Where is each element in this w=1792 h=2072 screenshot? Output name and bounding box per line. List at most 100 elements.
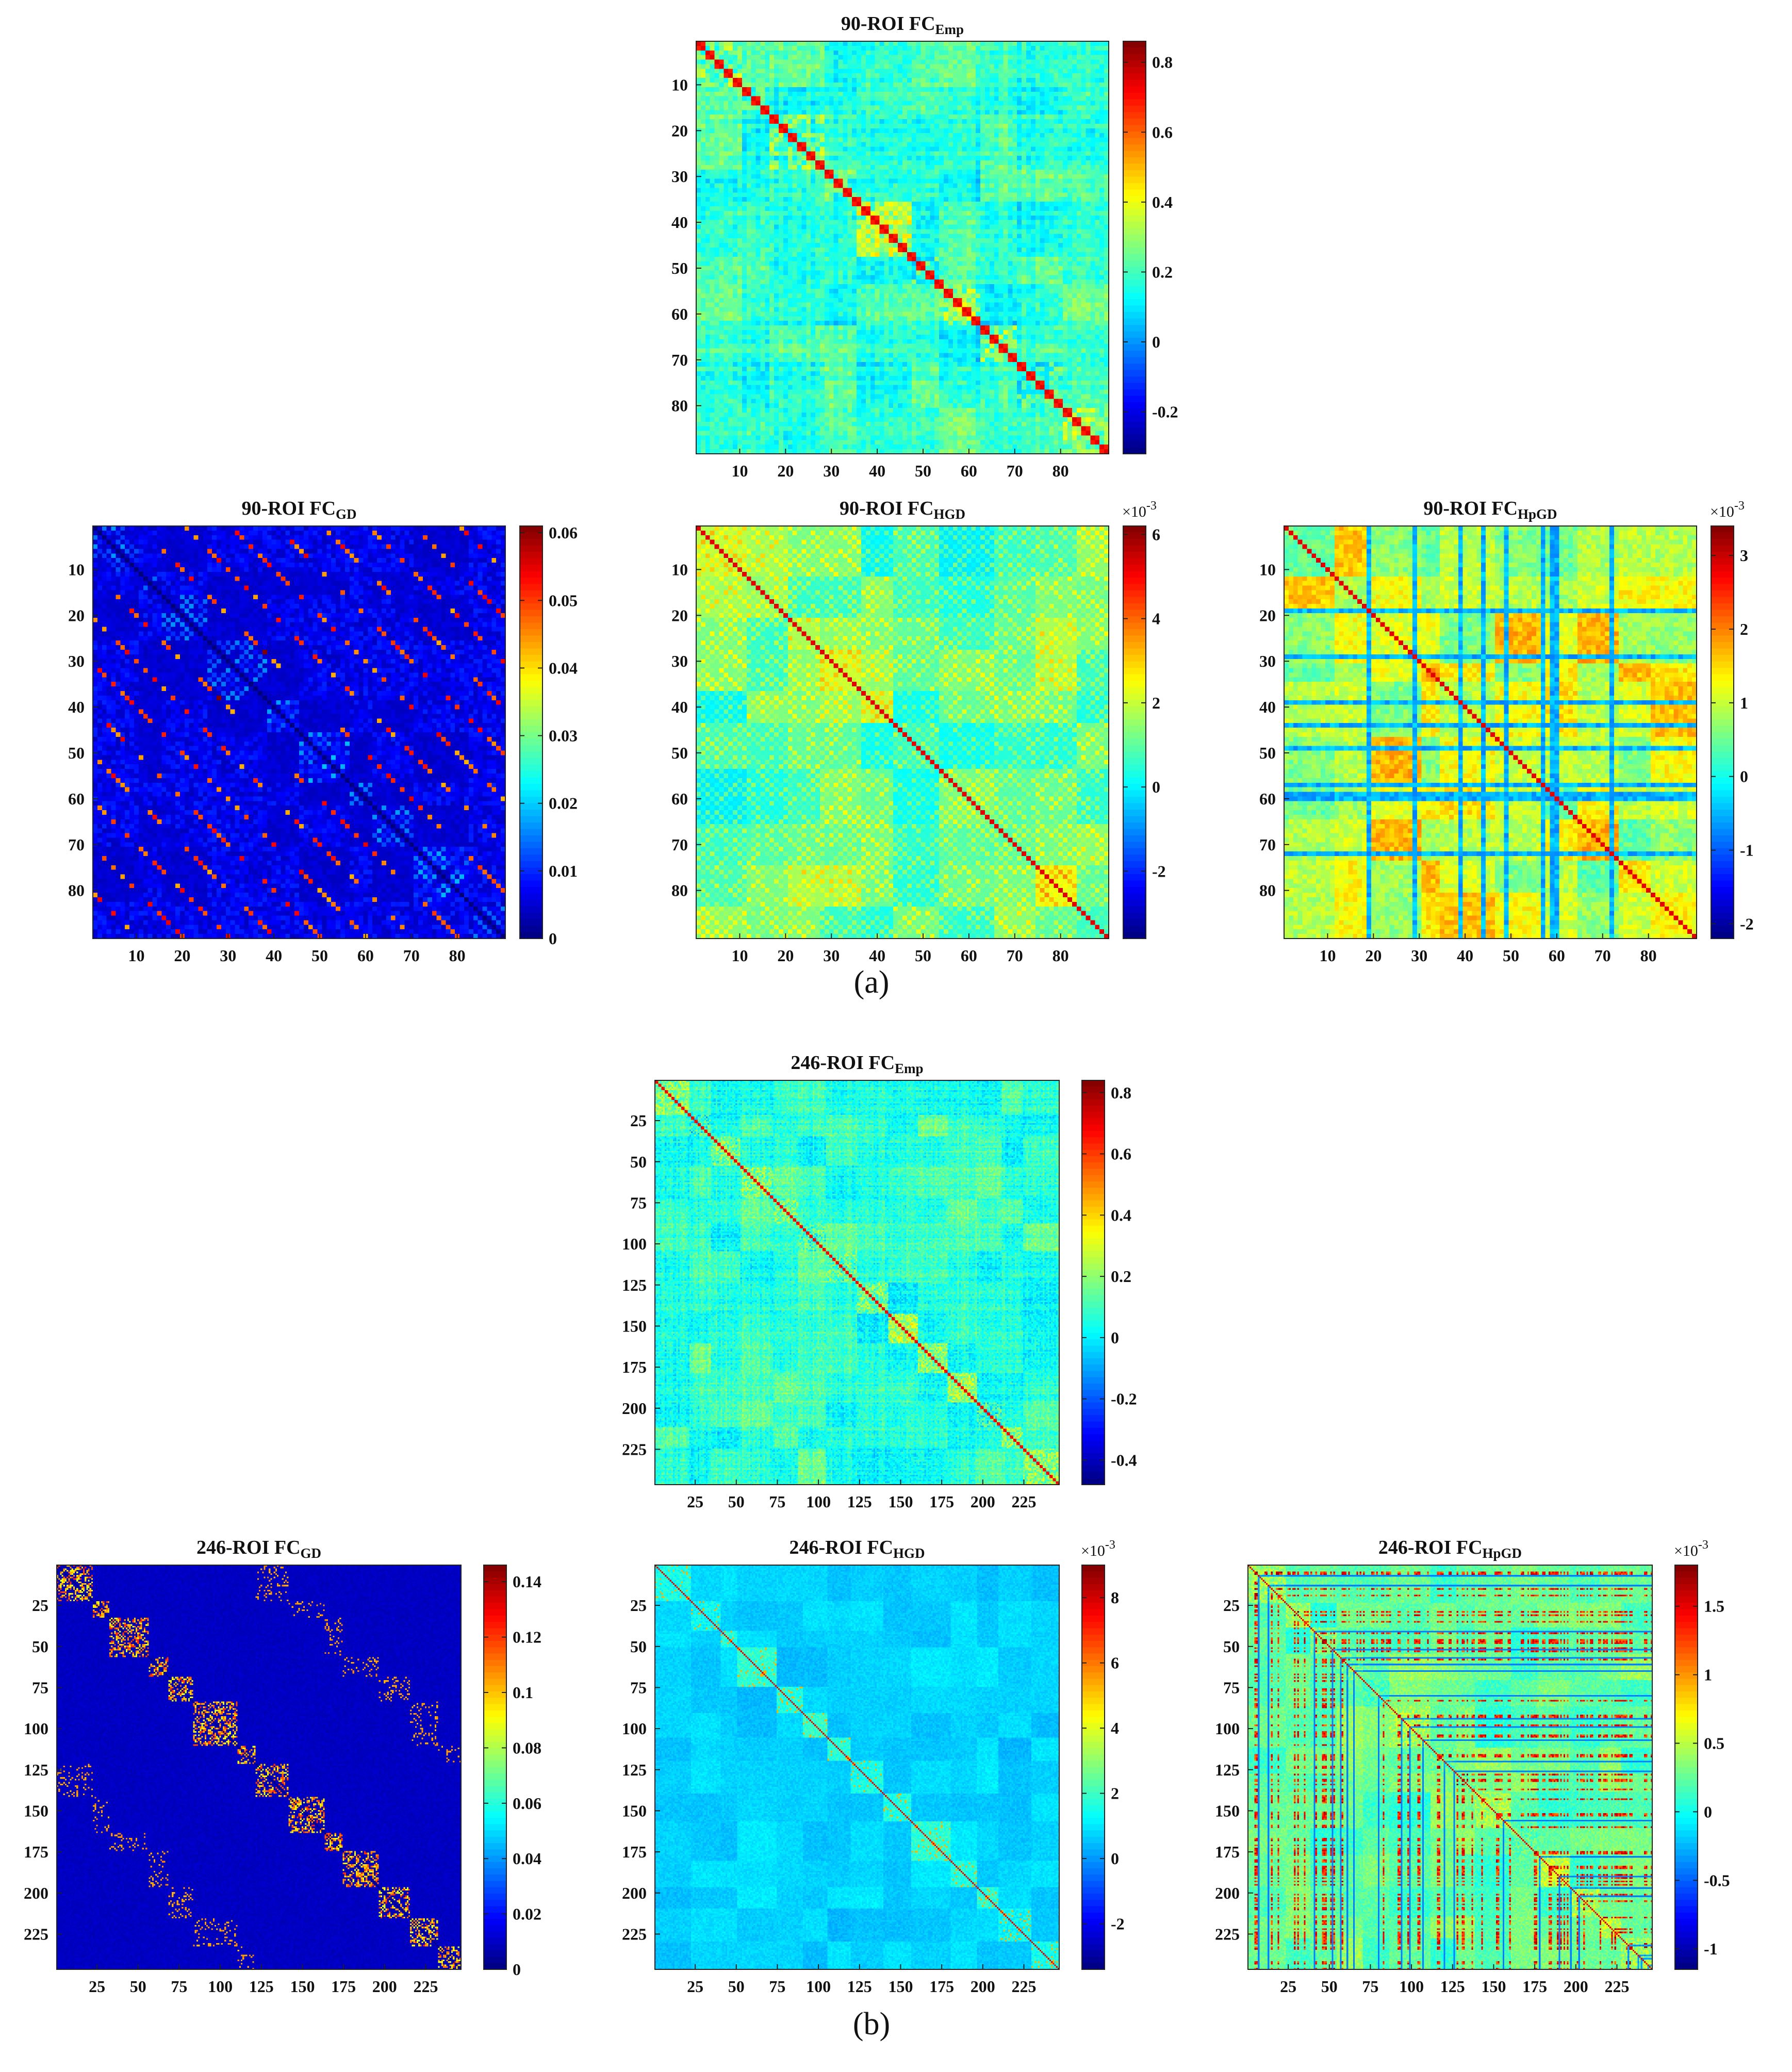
- colorbar-step: [1082, 1213, 1105, 1220]
- colorbar-step: [520, 558, 542, 565]
- colorbar-step: [1123, 771, 1146, 778]
- colorbar-step: [1082, 1270, 1105, 1277]
- colorbar-step: [520, 880, 542, 887]
- x-tick-label: 150: [888, 1492, 913, 1511]
- y-tick-label: 50: [1223, 1637, 1240, 1656]
- y-tick-label: 75: [630, 1678, 647, 1697]
- colorbar-step: [1675, 1799, 1698, 1806]
- colorbar-step: [1082, 1767, 1105, 1774]
- colorbar-step: [1675, 1622, 1698, 1629]
- colorbar-tick-label: 6: [1111, 1654, 1119, 1672]
- colorbar-step: [1082, 1326, 1105, 1334]
- colorbar-step: [1082, 1830, 1105, 1837]
- colorbar-step: [1711, 771, 1734, 778]
- colorbar-step: [1123, 260, 1146, 268]
- colorbar-step: [484, 1748, 506, 1755]
- colorbar-step: [1675, 1855, 1698, 1863]
- colorbar-step: [1123, 176, 1146, 184]
- colorbar-step: [1123, 93, 1146, 100]
- colorbar-step: [1082, 1453, 1105, 1460]
- colorbar-step: [484, 1919, 506, 1926]
- colorbar-tick-label: 0.03: [549, 727, 578, 745]
- colorbar-step: [1082, 1824, 1105, 1831]
- colorbar-step: [1082, 1358, 1105, 1365]
- colorbar-step: [1711, 558, 1734, 565]
- colorbar-step: [1082, 1371, 1105, 1378]
- colorbar-tick-label: -0.5: [1704, 1871, 1730, 1889]
- heatmap-246-roi-fc-gd: 246-ROI FCGD 25 50 75 100 125 150 175 200 225 25 50…: [15, 1524, 541, 1996]
- colorbar-tick-label: 0.8: [1152, 53, 1173, 72]
- chart-title: 246-ROI FCGD: [196, 1537, 321, 1561]
- colorbar-step: [1123, 428, 1146, 435]
- colorbar-step: [1123, 867, 1146, 875]
- colorbar-step: [1123, 67, 1146, 74]
- colorbar-step: [1082, 1301, 1105, 1308]
- y-tick-label: 30: [671, 167, 688, 186]
- colorbar-step: [484, 1628, 506, 1635]
- colorbar-step: [1123, 700, 1146, 707]
- y-tick-label: 125: [1215, 1761, 1240, 1779]
- colorbar-step: [1123, 932, 1146, 939]
- colorbar-tick-label: 0.4: [1152, 193, 1173, 211]
- y-tick-label: 200: [622, 1884, 647, 1902]
- colorbar-multiplier: ×10-3: [1674, 1538, 1708, 1559]
- colorbar-tick-label: 0.1: [513, 1683, 533, 1702]
- colorbar-multiplier: ×10-3: [1710, 499, 1745, 520]
- x-tick-label: 175: [929, 1977, 954, 1996]
- colorbar-step: [484, 1609, 506, 1616]
- colorbar-step: [1711, 635, 1734, 643]
- colorbar-tick-label: -0.2: [1152, 403, 1178, 421]
- colorbar-step: [1123, 784, 1146, 791]
- colorbar-tick-label: 0.6: [1111, 1145, 1131, 1163]
- colorbar-step: [520, 694, 542, 701]
- colorbar-step: [1675, 1868, 1698, 1875]
- colorbar-step: [1711, 622, 1734, 630]
- colorbar-step: [484, 1818, 506, 1824]
- colorbar-step: [1711, 668, 1734, 675]
- x-tick-label: 25: [1280, 1977, 1296, 1996]
- colorbar-step: [520, 552, 542, 559]
- colorbar-step: [520, 797, 542, 804]
- colorbar-step: [1675, 1830, 1698, 1837]
- y-tick-label: 150: [1215, 1801, 1240, 1820]
- colorbar-step: [1123, 47, 1146, 55]
- colorbar-step: [1082, 1099, 1105, 1106]
- colorbar-step: [1082, 1691, 1105, 1698]
- colorbar-step: [1123, 751, 1146, 759]
- colorbar-step: [1082, 1679, 1105, 1686]
- colorbar-step: [1082, 1710, 1105, 1717]
- colorbar-step: [1123, 674, 1146, 681]
- colorbar-step: [1123, 254, 1146, 261]
- colorbar-multiplier: ×10-3: [1081, 1538, 1115, 1559]
- colorbar-step: [484, 1735, 506, 1742]
- colorbar-step: [1711, 842, 1734, 849]
- colorbar-step: [484, 1698, 506, 1705]
- x-tick-label: 70: [1007, 462, 1023, 480]
- colorbar-frame: [483, 1565, 507, 1970]
- colorbar-step: [484, 1786, 506, 1793]
- colorbar-frame: [1123, 41, 1146, 454]
- colorbar-step: [1082, 1609, 1105, 1616]
- y-tick-label: 20: [671, 606, 688, 624]
- x-tick-label: 40: [1457, 946, 1473, 965]
- colorbar-step: [1082, 1597, 1105, 1604]
- colorbar-step: [1123, 706, 1146, 714]
- x-tick-label: 125: [847, 1492, 872, 1511]
- colorbar-step: [1082, 1843, 1105, 1850]
- colorbar-step: [1082, 1919, 1105, 1926]
- colorbar-step: [484, 1780, 506, 1787]
- colorbar-step: [1711, 597, 1734, 604]
- colorbar-step: [1123, 642, 1146, 649]
- colorbar-step: [1082, 1181, 1105, 1188]
- colorbar-step: [1123, 526, 1146, 533]
- colorbar-step: [520, 719, 542, 727]
- colorbar-step: [1082, 1634, 1105, 1641]
- colorbar-step: [1123, 402, 1146, 409]
- colorbar-frame: [1123, 525, 1146, 939]
- colorbar-step: [1675, 1679, 1698, 1686]
- colorbar-step: [484, 1685, 506, 1692]
- colorbar-step: [1082, 1276, 1105, 1283]
- colorbar-step: [1123, 552, 1146, 559]
- colorbar-step: [1082, 1263, 1105, 1271]
- colorbar-step: [520, 829, 542, 836]
